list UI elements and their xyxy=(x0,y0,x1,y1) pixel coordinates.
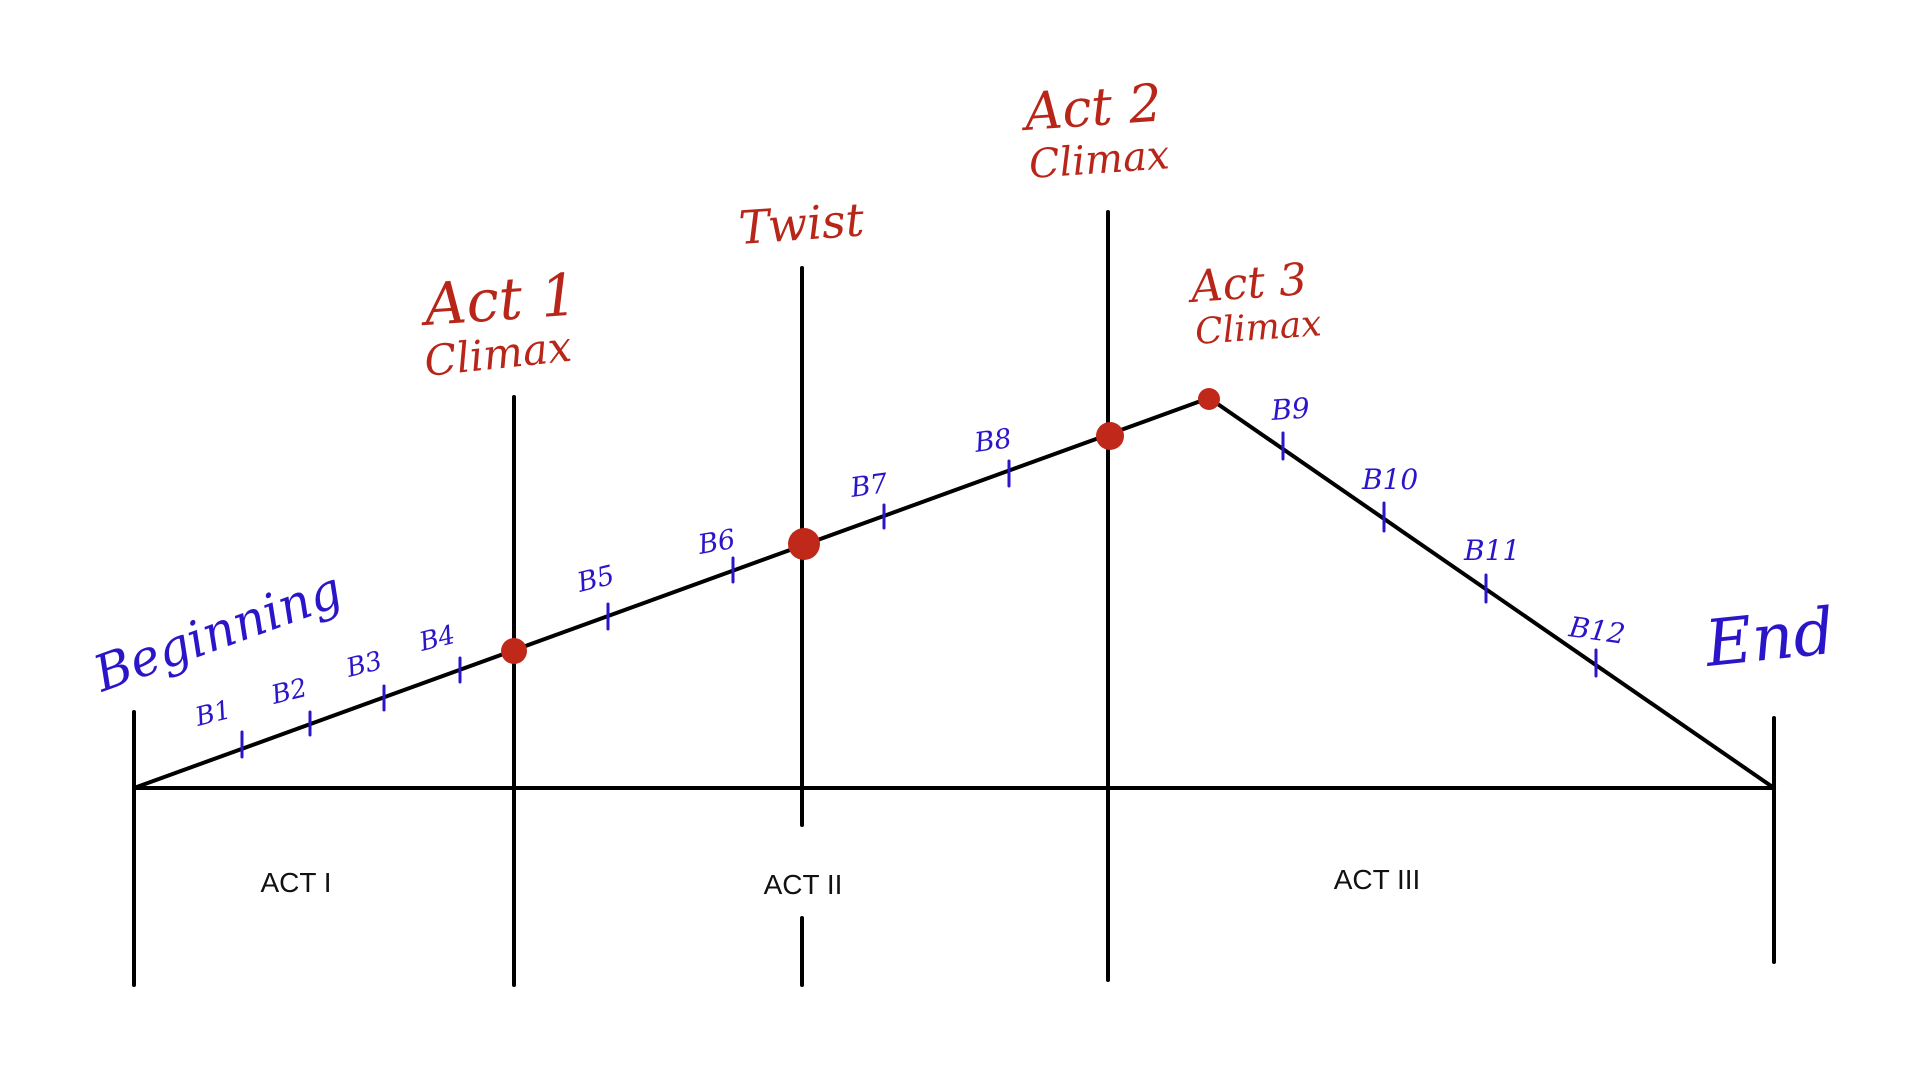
beat-label-b2: B2 xyxy=(267,673,310,711)
act2-climax-point xyxy=(1096,422,1124,450)
twist-point xyxy=(788,528,820,560)
rising-action-line xyxy=(132,396,1211,790)
act-label-2: ACT II xyxy=(764,869,843,900)
beat-label-b12: B12 xyxy=(1566,610,1627,651)
act1-climax-point xyxy=(501,638,527,664)
end-label: End xyxy=(1701,595,1838,682)
beat-label-b8: B8 xyxy=(972,423,1014,459)
act3-climax-title: Act 3 xyxy=(1185,254,1308,313)
act-label-1: ACT I xyxy=(260,867,331,898)
beat-label-b9: B9 xyxy=(1269,391,1311,427)
falling-action-line xyxy=(1207,396,1776,790)
act-label-3: ACT III xyxy=(1334,864,1421,895)
beat-label-b7: B7 xyxy=(848,468,891,504)
act3-climax-point xyxy=(1198,388,1220,410)
beat-label-b10: B10 xyxy=(1361,463,1418,496)
act1-climax-title: Act 1 xyxy=(417,260,579,339)
act2-climax-title: Act 2 xyxy=(1019,74,1164,144)
beginning-label: Beginning xyxy=(85,560,349,703)
beat-label-b4: B4 xyxy=(415,620,458,658)
act2-climax-subtitle: Climax xyxy=(1027,132,1170,188)
beat-label-b5: B5 xyxy=(573,560,617,599)
beat-label-b1: B1 xyxy=(191,695,234,733)
beat-label-b11: B11 xyxy=(1463,534,1520,567)
beat-label-b3: B3 xyxy=(342,646,385,684)
twist-label: Twist xyxy=(737,192,866,255)
beat-label-b6: B6 xyxy=(695,524,738,561)
act3-climax-subtitle: Climax xyxy=(1194,303,1323,353)
